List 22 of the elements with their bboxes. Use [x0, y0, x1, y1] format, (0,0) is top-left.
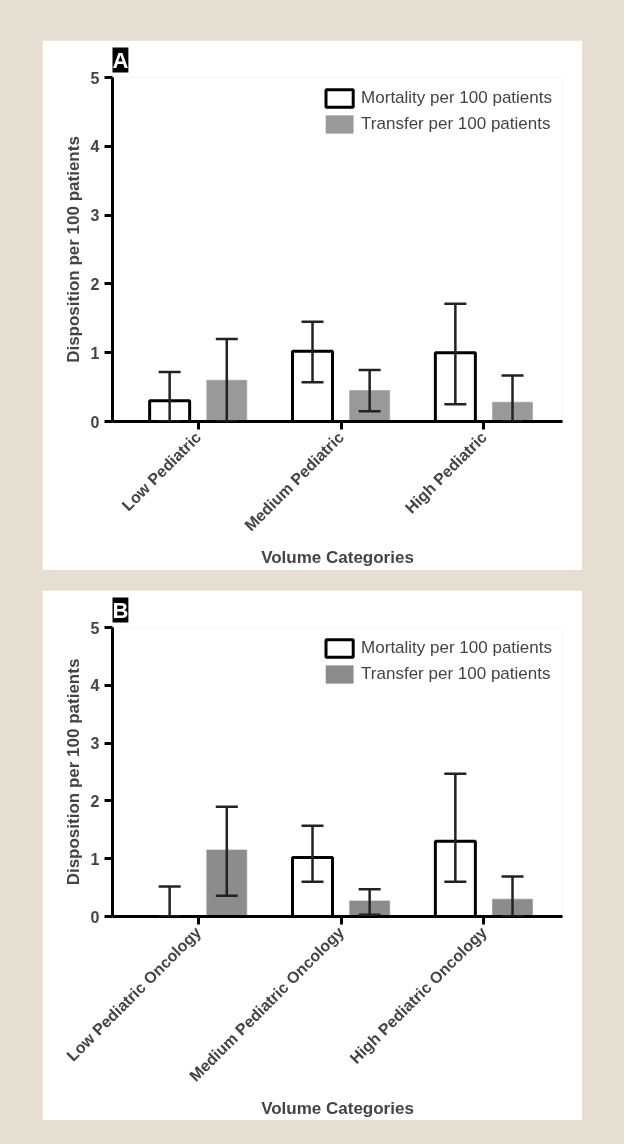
y-tick-label: 2	[90, 792, 100, 810]
y-tick-label: 2	[90, 275, 100, 293]
x-axis-title: Volume Categories	[261, 548, 414, 568]
legend-label: Mortality per 100 patients	[361, 88, 552, 108]
y-tick-label: 0	[90, 908, 100, 926]
y-axis-title: Disposition per 100 patients	[63, 136, 83, 363]
y-axis-title: Disposition per 100 patients	[63, 658, 83, 886]
y-tick-label: 4	[90, 138, 100, 156]
y-tick-label: 5	[90, 69, 100, 87]
y-tick-label: 0	[90, 413, 100, 431]
y-tick-label: 1	[90, 344, 100, 362]
y-tick-label: 4	[90, 677, 100, 695]
y-tick-label: 5	[90, 619, 100, 637]
chart-title: B	[112, 597, 129, 623]
legend-label: Transfer per 100 patients	[361, 664, 551, 684]
legend-label: Mortality per 100 patients	[361, 638, 552, 658]
y-tick-label: 3	[90, 207, 100, 225]
y-tick-label: 3	[90, 735, 100, 753]
chart-title: A	[112, 47, 129, 73]
y-tick-label: 1	[90, 850, 100, 868]
x-axis-title: Volume Categories	[261, 1098, 414, 1118]
legend-label: Transfer per 100 patients	[361, 114, 551, 134]
